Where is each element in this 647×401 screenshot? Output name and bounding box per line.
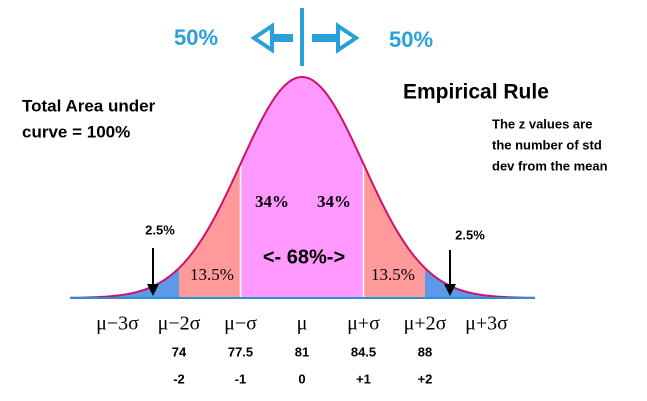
left-percent: 50% — [174, 25, 218, 50]
tail-arrow-head — [444, 284, 456, 296]
total-area-line: curve = 100% — [22, 122, 130, 141]
title: Empirical Rule — [403, 81, 549, 104]
curve-region — [425, 268, 535, 298]
z-value: -1 — [235, 371, 247, 386]
axis-label: μ−2σ — [158, 313, 201, 335]
note-line: the number of std — [492, 137, 602, 152]
axis-label: μ+3σ — [465, 313, 508, 335]
curve-region — [240, 77, 364, 298]
z-value: 0 — [298, 371, 305, 386]
axis-value: 88 — [418, 344, 432, 359]
axis-label: μ−3σ — [96, 313, 139, 335]
note-line: The z values are — [492, 116, 592, 131]
right-arrow — [312, 22, 360, 54]
axis-label: μ+2σ — [404, 313, 447, 335]
normal-curve — [70, 76, 535, 299]
note-line: dev from the mean — [492, 158, 608, 173]
axis-label: μ−σ — [224, 313, 257, 335]
region-label: 34% — [317, 192, 351, 211]
axis-label: μ+σ — [347, 313, 380, 335]
right-percent: 50% — [389, 27, 433, 52]
z-value: +2 — [418, 371, 433, 386]
curve-regions — [70, 76, 535, 299]
z-value: +1 — [356, 371, 371, 386]
axis-labels: μ−3σ μ−2σ μ−σ μ μ+σ μ+2σ μ+3σ 74 77.5 81 84.5 88 -2 -… — [96, 313, 508, 387]
total-area-line: Total Area under — [22, 96, 156, 115]
region-label: 34% — [255, 192, 289, 211]
tail-label: 2.5% — [455, 227, 485, 242]
z-value: -2 — [173, 371, 185, 386]
center-label: <- 68%-> — [263, 246, 345, 268]
axis-value: 84.5 — [351, 344, 376, 359]
tail-label: 2.5% — [145, 222, 175, 237]
axis-value: 74 — [172, 344, 187, 359]
curve-region — [70, 268, 179, 298]
axis-value: 81 — [295, 344, 309, 359]
region-label: 13.5% — [190, 265, 234, 284]
left-arrow — [250, 22, 293, 54]
tail-arrow-head — [147, 284, 159, 296]
axis-label: μ — [297, 313, 308, 335]
region-label: 13.5% — [371, 265, 415, 284]
axis-value: 77.5 — [228, 344, 253, 359]
